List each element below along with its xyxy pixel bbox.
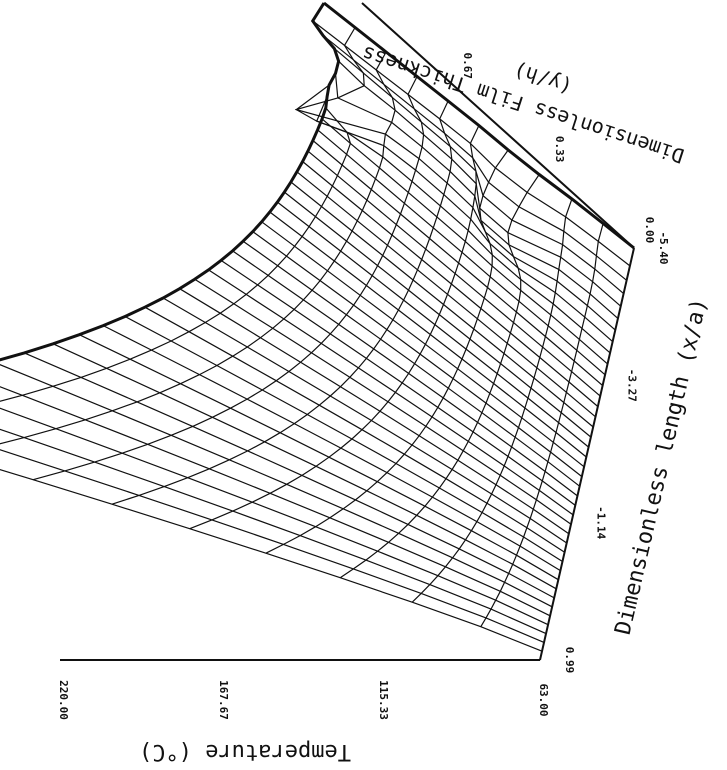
axes: [60, 2, 635, 661]
mesh-line-constant-x: [162, 297, 568, 544]
mesh-line-constant-x: [252, 231, 583, 478]
mesh-line-constant-x: [321, 118, 608, 365]
mesh-line-constant-x: [277, 201, 589, 448]
mesh-line-constant-x: [294, 84, 616, 331]
mesh-line-constant-x: [307, 150, 601, 397]
mesh-line-constant-x: [102, 325, 561, 572]
mesh-line-constant-x: [290, 181, 594, 428]
z-tick-label: 63.00: [537, 683, 550, 716]
y-tick-label: 0.33: [553, 136, 566, 163]
mesh-line-constant-x: [334, 73, 619, 319]
mesh-line-constant-y: [189, 125, 480, 530]
mesh-line-constant-y: [411, 198, 573, 603]
mesh-line-constant-x: [325, 107, 611, 354]
y-tick-label: 0.67: [461, 53, 474, 80]
mesh-line-constant-x: [179, 288, 570, 535]
mesh-line-constant-x: [338, 60, 622, 307]
mesh-line-constant-x: [144, 306, 565, 553]
mesh-line-constant-x: [232, 250, 578, 497]
x-axis-line: [539, 247, 635, 661]
mesh-line-constant-x: [315, 96, 613, 343]
z-axis-title: Temperature (°C): [139, 739, 351, 764]
mesh-line-constant-x: [269, 211, 587, 458]
surface-mesh: [0, 1, 635, 652]
mesh-line-constant-x: [312, 140, 603, 386]
mesh-line-constant-y: [0, 51, 396, 445]
mesh-line-constant-x: [208, 269, 574, 516]
x-tick-label: 0.99: [563, 647, 576, 674]
mesh-line-constant-x: [296, 171, 596, 418]
mesh-line-constant-x: [0, 364, 553, 608]
mesh-line-constant-x: [0, 407, 549, 626]
mesh-line-constant-x: [79, 334, 559, 581]
mesh-line-constant-y: [32, 76, 425, 481]
y-tick-label: 0.00: [643, 217, 656, 244]
mesh-line-constant-x: [194, 278, 572, 525]
tick-labels: 63.00 115.33 167.67 220.00 -5.40 -3.27 -1.14 0.…: [57, 53, 670, 720]
mesh-line-constant-x: [284, 191, 592, 438]
mesh-line-constant-x: [334, 48, 624, 295]
mesh-line-constant-x: [0, 428, 547, 635]
mesh-line-constant-x: [302, 161, 599, 407]
x-tick-label: -3.27: [626, 369, 639, 402]
mesh-line-constant-x: [0, 449, 545, 643]
mesh-line-constant-x: [323, 1, 635, 250]
x-axis-title: Dimensionless length (x/a): [611, 296, 713, 637]
mesh-line-constant-y: [339, 174, 540, 579]
z-tick-label: 115.33: [377, 680, 390, 720]
mesh-line-constant-x: [312, 20, 631, 267]
mesh-line-constant-y: [265, 149, 509, 554]
y-axis-line: [361, 2, 635, 249]
mesh-line-constant-x: [52, 343, 557, 590]
z-tick-label: 220.00: [57, 680, 70, 720]
mesh-line-constant-x: [0, 386, 551, 617]
mesh-line-constant-x: [317, 129, 606, 376]
mesh-line-constant-y: [0, 2, 341, 362]
x-tick-label: -1.14: [594, 506, 607, 539]
z-tick-label: 167.67: [217, 680, 230, 720]
x-tick-label: -5.40: [657, 231, 670, 264]
mesh-line-constant-x: [322, 34, 627, 281]
mesh-line-constant-x: [261, 221, 585, 468]
mesh-line-constant-x: [0, 468, 543, 652]
mesh-line-constant-y: [0, 27, 365, 402]
mesh-line-constant-y: [480, 223, 604, 628]
mesh-line-constant-x: [242, 240, 580, 487]
mesh-line-constant-x: [124, 315, 563, 563]
mesh-line-constant-x: [220, 259, 576, 506]
mesh-line-constant-x: [24, 352, 555, 599]
mesh-line-constant-y: [111, 100, 453, 505]
